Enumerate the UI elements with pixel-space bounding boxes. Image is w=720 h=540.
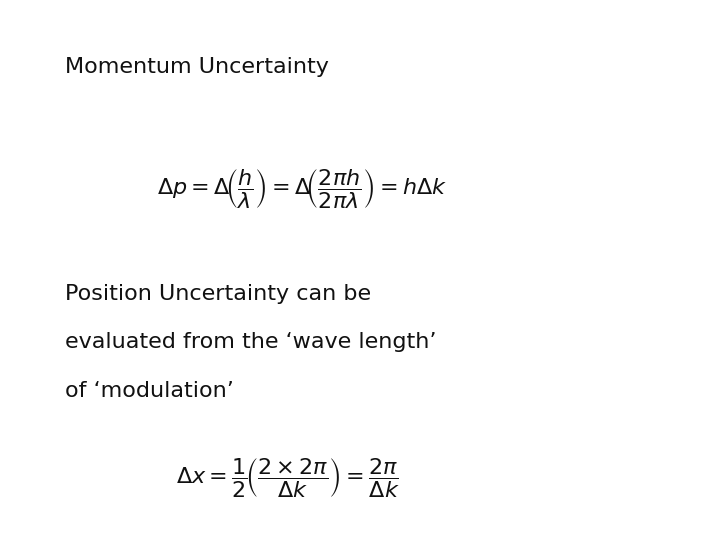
Text: $\Delta x = \dfrac{1}{2}\!\left(\dfrac{2\times 2\pi}{\Delta k}\right) = \dfrac{2: $\Delta x = \dfrac{1}{2}\!\left(\dfrac{2…	[176, 456, 400, 500]
Text: Position Uncertainty can be: Position Uncertainty can be	[65, 284, 371, 303]
Text: of ‘modulation’: of ‘modulation’	[65, 381, 234, 401]
Text: $\Delta p = \Delta\!\left(\dfrac{h}{\lambda}\right) = \Delta\!\left(\dfrac{2\pi : $\Delta p = \Delta\!\left(\dfrac{h}{\lam…	[158, 167, 447, 211]
Text: evaluated from the ‘wave length’: evaluated from the ‘wave length’	[65, 332, 436, 352]
Text: Momentum Uncertainty: Momentum Uncertainty	[65, 57, 328, 77]
